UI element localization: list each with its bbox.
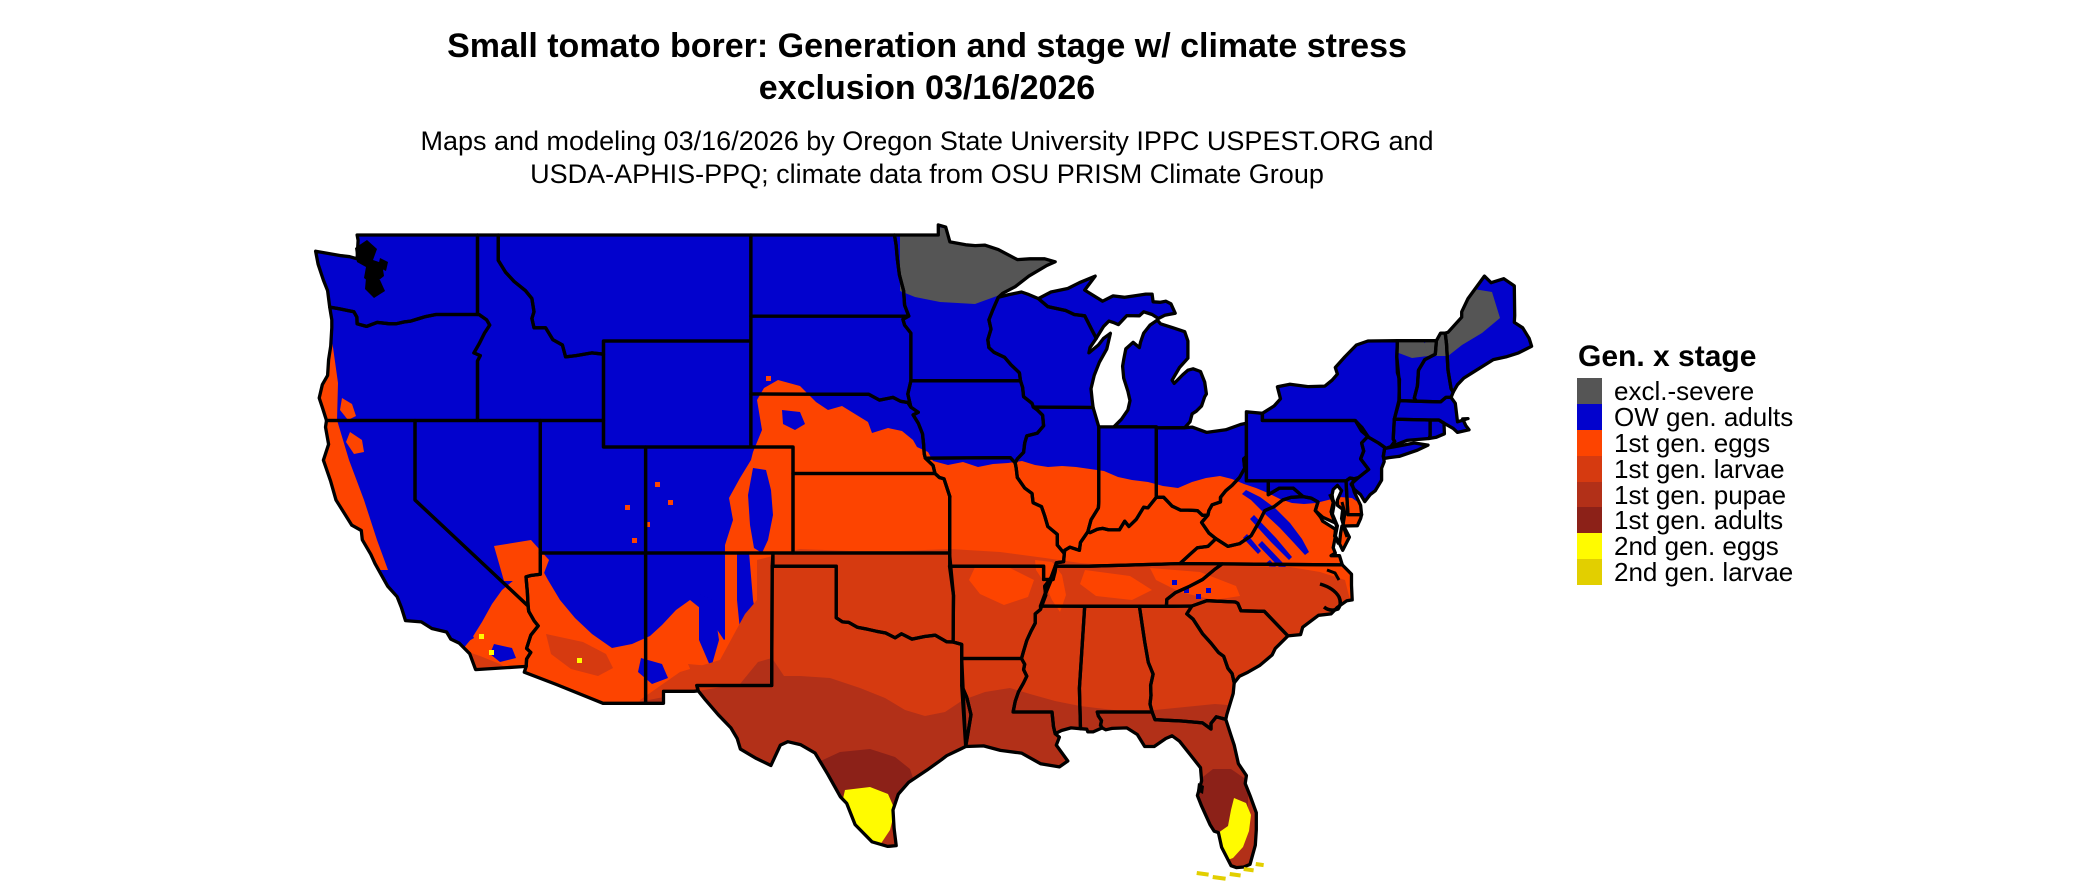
svg-text:2nd gen. larvae: 2nd gen. larvae — [1614, 557, 1793, 587]
svg-text:excl.-severe: excl.-severe — [1614, 376, 1754, 406]
svg-text:1st gen. pupae: 1st gen. pupae — [1614, 480, 1786, 510]
svg-text:2nd gen. eggs: 2nd gen. eggs — [1614, 531, 1779, 561]
svg-text:Maps and modeling 03/16/2026 b: Maps and modeling 03/16/2026 by Oregon S… — [420, 126, 1433, 156]
svg-text:1st gen. eggs: 1st gen. eggs — [1614, 428, 1770, 458]
svg-text:1st gen. larvae: 1st gen. larvae — [1614, 454, 1785, 484]
svg-text:Gen. x stage: Gen. x stage — [1578, 340, 1756, 373]
svg-text:OW gen. adults: OW gen. adults — [1614, 402, 1793, 432]
svg-text:1st gen. adults: 1st gen. adults — [1614, 505, 1783, 535]
svg-text:exclusion 03/16/2026: exclusion 03/16/2026 — [759, 69, 1095, 107]
svg-text:Small tomato borer: Generation: Small tomato borer: Generation and stage… — [447, 27, 1407, 65]
svg-text:USDA-APHIS-PPQ; climate data f: USDA-APHIS-PPQ; climate data from OSU PR… — [530, 159, 1324, 189]
